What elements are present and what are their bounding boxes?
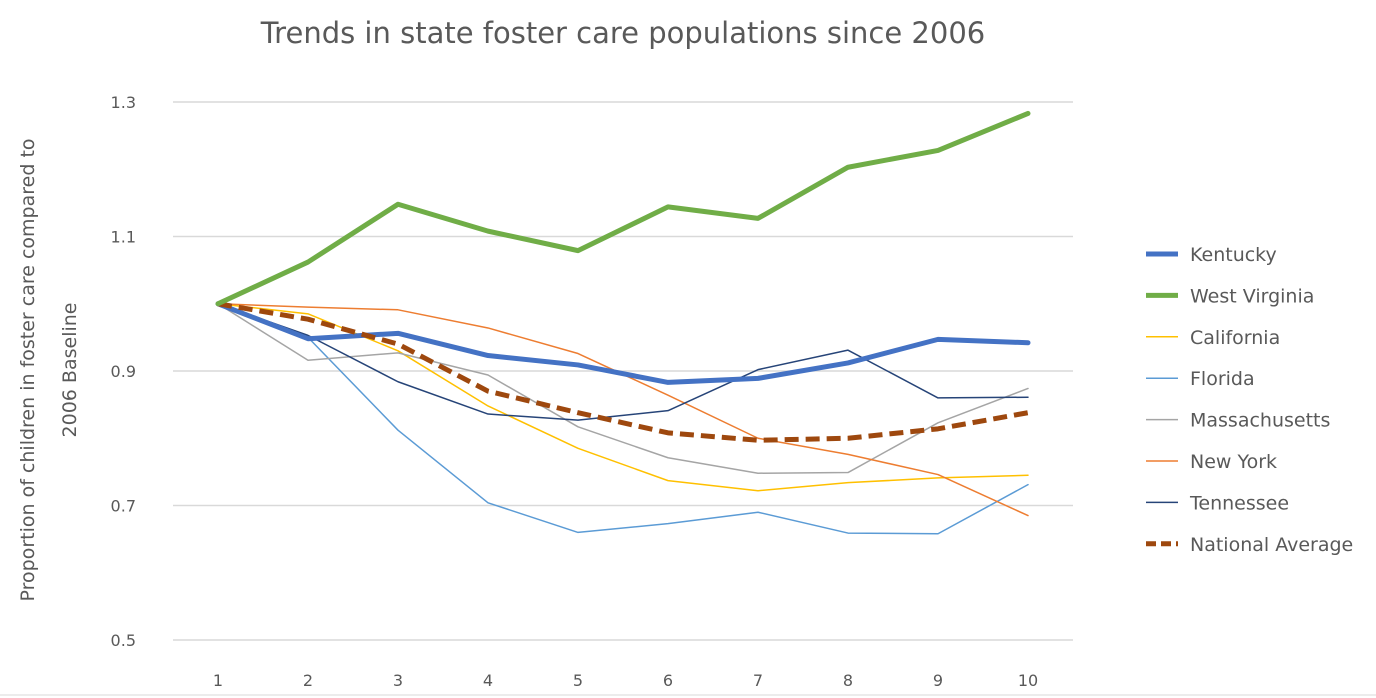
legend-label: Tennessee (1189, 492, 1289, 514)
x-tick-label: 2 (303, 671, 313, 690)
x-tick-label: 6 (663, 671, 673, 690)
y-axis-label: Proportion of children in foster care co… (17, 138, 81, 601)
series-line-california (217, 303, 1029, 492)
legend-label: National Average (1190, 534, 1353, 556)
gridlines (173, 101, 1073, 641)
x-tick-label: 8 (843, 671, 853, 690)
series-line-florida (217, 303, 1029, 535)
y-tick-label: 1.1 (111, 228, 136, 247)
x-tick-label: 1 (213, 671, 223, 690)
legend-label: Massachusetts (1190, 410, 1330, 432)
series-line-national-average (217, 301, 1029, 443)
y-axis-label-line-2: 2006 Baseline (59, 303, 81, 438)
series-line-west-virginia (215, 110, 1031, 307)
legend-label: Florida (1190, 368, 1255, 390)
y-tick-label: 0.5 (111, 631, 136, 650)
legend: Kentucky West Virginia California Florida Ma… (1146, 244, 1353, 556)
legend-label: West Virginia (1190, 285, 1314, 307)
x-tick-label: 4 (483, 671, 493, 690)
series-line-massachusetts (217, 303, 1029, 474)
series-line-kentucky (215, 301, 1031, 385)
series-lines (215, 110, 1031, 535)
y-tick-label: 0.9 (111, 362, 136, 381)
chart-title: Trends in state foster care populations … (260, 16, 986, 50)
x-tick-label: 10 (1018, 671, 1038, 690)
y-tick-label: 1.3 (111, 93, 136, 112)
x-tick-label: 3 (393, 671, 403, 690)
y-tick-label: 0.7 (111, 497, 136, 516)
y-axis-label-line-1: Proportion of children in foster care co… (17, 138, 39, 601)
legend-label: New York (1190, 451, 1277, 473)
y-axis-ticks: 0.5 0.7 0.9 1.1 1.3 (111, 93, 136, 650)
x-tick-label: 5 (573, 671, 583, 690)
x-tick-label: 9 (933, 671, 943, 690)
legend-label: California (1190, 327, 1280, 349)
legend-label: Kentucky (1190, 244, 1277, 266)
x-axis-ticks: 1 2 3 4 5 6 7 8 9 10 (213, 671, 1038, 690)
x-tick-label: 7 (753, 671, 763, 690)
series-line-tennessee (217, 303, 1029, 421)
